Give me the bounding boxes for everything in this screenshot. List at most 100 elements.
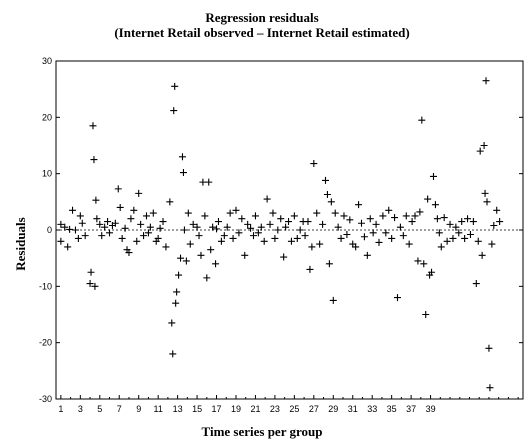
residual-point <box>180 226 188 234</box>
residual-point <box>76 212 84 220</box>
residual-point <box>466 231 474 239</box>
residual-point <box>310 160 318 168</box>
residual-point <box>393 294 401 302</box>
residual-point <box>414 257 422 265</box>
residual-point <box>104 218 112 226</box>
residual-point <box>385 206 393 214</box>
residual-point <box>201 212 209 220</box>
residual-point <box>323 191 331 199</box>
residual-point <box>179 169 187 177</box>
x-tick-label: 7 <box>117 404 122 414</box>
residual-point <box>251 212 259 220</box>
residual-point <box>469 218 477 226</box>
residual-point <box>159 218 167 226</box>
residual-point <box>287 237 295 245</box>
residual-point <box>133 237 141 245</box>
residual-point <box>144 229 152 237</box>
residual-point <box>435 229 443 237</box>
x-axis-label: Time series per group <box>201 424 323 439</box>
residual-point <box>428 268 436 276</box>
residual-point <box>355 201 363 209</box>
residual-point <box>90 156 98 164</box>
residual-point <box>346 216 354 224</box>
x-tick-label: 13 <box>173 404 183 414</box>
residual-point <box>449 234 457 242</box>
residual-point <box>461 234 469 242</box>
residual-point <box>424 195 432 203</box>
residual-point <box>78 219 86 227</box>
x-tick-label: 11 <box>153 404 162 414</box>
x-tick-label: 23 <box>270 404 280 414</box>
residual-point <box>357 219 365 227</box>
residual-point <box>209 223 217 231</box>
x-tick-label: 25 <box>289 404 299 414</box>
residual-point <box>334 223 342 231</box>
residual-point <box>266 220 274 228</box>
residual-point <box>64 243 72 251</box>
x-tick-label: 31 <box>348 404 358 414</box>
residual-point <box>429 172 437 180</box>
residual-point <box>118 234 126 242</box>
residual-point <box>184 209 192 217</box>
residual-point <box>121 224 129 232</box>
residual-point <box>408 218 416 226</box>
residual-point <box>244 220 252 228</box>
residual-point <box>189 220 197 228</box>
residual-point <box>89 122 97 130</box>
residual-point <box>478 251 486 259</box>
residual-point <box>313 209 321 217</box>
x-tick-label: 37 <box>406 404 416 414</box>
chart-title: Regression residuals <box>205 10 319 25</box>
residual-point <box>422 311 430 318</box>
residual-point <box>96 220 104 228</box>
residual-point <box>93 215 101 223</box>
residual-point <box>212 260 220 268</box>
residual-point <box>274 226 282 234</box>
residual-point <box>360 233 368 241</box>
residual-point <box>57 237 65 245</box>
residual-point <box>405 240 413 248</box>
residual-point <box>98 232 106 240</box>
residual-point <box>61 223 69 231</box>
residual-point <box>369 229 377 237</box>
residual-point <box>127 215 135 223</box>
residual-point <box>482 77 490 85</box>
residual-point <box>186 240 194 248</box>
residual-point <box>464 215 472 223</box>
residual-point <box>213 225 221 233</box>
residual-point <box>474 237 482 245</box>
residual-point <box>382 229 390 237</box>
residual-point <box>154 234 162 242</box>
residual-point <box>490 221 498 229</box>
residual-point <box>433 215 441 223</box>
residual-point <box>343 231 351 239</box>
residual-point <box>229 234 237 242</box>
y-tick-label: -10 <box>39 281 52 291</box>
residual-point <box>483 198 491 206</box>
residual-point <box>125 249 133 257</box>
residual-point <box>306 265 314 273</box>
residual-point <box>241 251 249 259</box>
residual-point <box>455 229 463 237</box>
residual-point <box>140 232 148 240</box>
residual-point <box>168 319 176 327</box>
residual-point <box>301 232 309 240</box>
residual-point <box>250 232 258 240</box>
y-tick-label: -20 <box>39 338 52 348</box>
residual-point <box>156 224 164 232</box>
residual-point <box>327 198 335 206</box>
residual-point <box>142 212 150 220</box>
residual-point <box>411 212 419 220</box>
residual-point <box>171 82 179 90</box>
x-tick-label: 21 <box>250 404 260 414</box>
residual-point <box>207 246 215 254</box>
residual-point <box>203 274 211 282</box>
residual-point <box>418 116 426 124</box>
x-tick-label: 17 <box>212 404 222 414</box>
residual-point <box>175 271 183 279</box>
residual-point <box>285 218 293 226</box>
residual-point <box>195 232 203 240</box>
residual-point <box>486 384 494 392</box>
residual-point <box>223 223 231 231</box>
residual-point <box>391 214 399 222</box>
